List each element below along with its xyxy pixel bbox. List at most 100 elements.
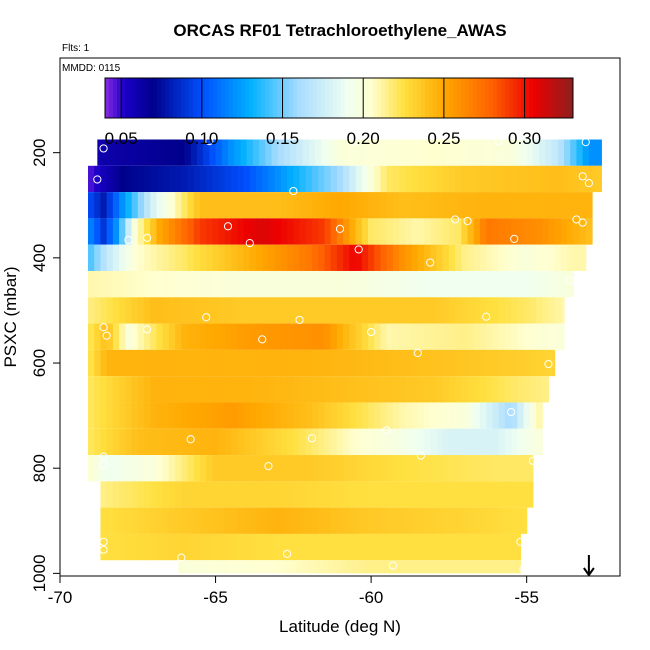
heatmap-cell-band-2	[330, 192, 338, 219]
heatmap-cell-band-8	[529, 349, 537, 377]
heatmap-cell-band-0	[184, 139, 192, 166]
heatmap-cell-band-3	[218, 218, 226, 245]
heatmap-cell-band-0	[165, 139, 173, 166]
heatmap-cell-band-10	[162, 402, 170, 429]
heatmap-cell-band-0	[514, 139, 522, 166]
heatmap-cell-band-1	[579, 165, 587, 193]
heatmap-cell-band-10	[131, 402, 139, 429]
colorbar-segment	[193, 78, 198, 118]
heatmap-cell-band-1	[200, 165, 207, 193]
sample-point	[335, 224, 345, 234]
heatmap-cell-band-0	[570, 139, 578, 166]
heatmap-cell-band-11	[88, 428, 95, 456]
heatmap-cell-band-2	[554, 192, 562, 219]
heatmap-cell-band-0	[414, 139, 422, 166]
heatmap-cell-band-9	[492, 376, 500, 403]
heatmap-cell-band-15	[175, 533, 182, 561]
heatmap-cell-band-0	[551, 139, 559, 166]
heatmap-cell-band-2	[168, 192, 176, 219]
colorbar-segment	[429, 78, 434, 118]
heatmap-cell-band-7	[436, 323, 444, 350]
heatmap-cell-band-0	[358, 139, 366, 166]
heatmap-cell-band-1	[455, 165, 462, 193]
heatmap-cell-band-2	[231, 192, 238, 219]
heatmap-cell-band-12	[88, 455, 95, 482]
heatmap-cell-band-16	[284, 560, 291, 574]
heatmap-cell-band-2	[187, 192, 195, 219]
heatmap-cell-band-13	[218, 481, 226, 508]
heatmap-cell-band-5	[318, 270, 326, 298]
heatmap-cell-band-9	[330, 376, 338, 403]
heatmap-cell-band-1	[448, 165, 456, 193]
heatmap-cell-band-2	[175, 192, 182, 219]
heatmap-cell-band-15	[318, 533, 326, 561]
heatmap-cell-band-9	[262, 376, 270, 403]
heatmap-cell-band-10	[486, 402, 494, 429]
heatmap-cell-band-3	[523, 218, 531, 245]
heatmap-cell-band-10	[467, 402, 475, 429]
heatmap-cell-band-2	[411, 192, 419, 219]
heatmap-cell-band-4	[386, 244, 394, 271]
heatmap-cell-band-7	[455, 323, 462, 350]
heatmap-cell-band-16	[414, 560, 422, 574]
sample-point	[535, 484, 544, 493]
heatmap-cell-band-9	[536, 376, 543, 403]
heatmap-cell-band-4	[268, 244, 276, 271]
heatmap-cell-band-12	[349, 455, 357, 482]
sample-point	[143, 233, 152, 242]
heatmap-cell-band-2	[193, 192, 201, 219]
heatmap-cell-band-5	[243, 270, 251, 298]
heatmap-cell-band-16	[259, 560, 266, 574]
heatmap-cell-band-8	[112, 349, 120, 377]
heatmap-cell-band-15	[411, 533, 419, 561]
heatmap-cell-band-1	[374, 165, 382, 193]
heatmap-cell-band-10	[473, 402, 481, 429]
heatmap-cell-band-5	[405, 270, 413, 298]
sample-point	[578, 218, 587, 227]
heatmap-cell-band-8	[448, 349, 456, 377]
heatmap-cell-band-9	[467, 376, 475, 403]
heatmap-cell-band-6	[231, 297, 238, 324]
heatmap-cell-band-16	[271, 560, 279, 574]
heatmap-cell-band-13	[461, 481, 469, 508]
heatmap-cell-band-1	[536, 165, 543, 193]
heatmap-cell-band-15	[399, 533, 406, 561]
heatmap-cell-band-15	[237, 533, 245, 561]
heatmap-cell-band-7	[175, 323, 182, 350]
heatmap-cell-band-7	[193, 323, 201, 350]
heatmap-cell-band-1	[430, 165, 438, 193]
heatmap-cell-band-7	[156, 323, 164, 350]
heatmap-cell-band-3	[112, 218, 120, 245]
sample-point	[283, 549, 292, 559]
heatmap-cell-band-6	[150, 297, 158, 324]
heatmap-cell-band-11	[256, 428, 263, 456]
heatmap-cell-band-9	[218, 376, 226, 403]
heatmap-cell-band-10	[436, 402, 444, 429]
heatmap-cell-band-0	[234, 139, 242, 166]
heatmap-cell-band-4	[480, 244, 487, 271]
heatmap-cell-band-7	[262, 323, 270, 350]
heatmap-cell-band-6	[249, 297, 257, 324]
heatmap-cell-band-12	[455, 455, 462, 482]
colorbar-segment	[521, 78, 526, 118]
heatmap-cell-band-9	[324, 376, 332, 403]
heatmap-cell-band-2	[237, 192, 245, 219]
heatmap-cell-band-8	[392, 349, 400, 377]
heatmap-cell-band-1	[567, 165, 574, 193]
heatmap-cell-band-11	[386, 428, 394, 456]
heatmap-cell-band-8	[119, 349, 126, 377]
colorbar-segment	[297, 78, 302, 118]
heatmap-cell-band-1	[349, 165, 357, 193]
heatmap-cell-band-2	[448, 192, 456, 219]
heatmap-cell-band-6	[480, 297, 487, 324]
heatmap-cell-band-1	[287, 165, 294, 193]
heatmap-cell-band-2	[424, 192, 431, 219]
heatmap-cell-band-3	[361, 218, 369, 245]
heatmap-cell-band-8	[224, 349, 232, 377]
heatmap-cell-band-4	[212, 244, 220, 271]
heatmap-cell-band-12	[144, 455, 151, 482]
heatmap-cell-band-10	[256, 402, 263, 429]
heatmap-cell-band-0	[532, 139, 540, 166]
colorbar-segment	[157, 78, 162, 118]
heatmap-cell-band-7	[299, 323, 307, 350]
